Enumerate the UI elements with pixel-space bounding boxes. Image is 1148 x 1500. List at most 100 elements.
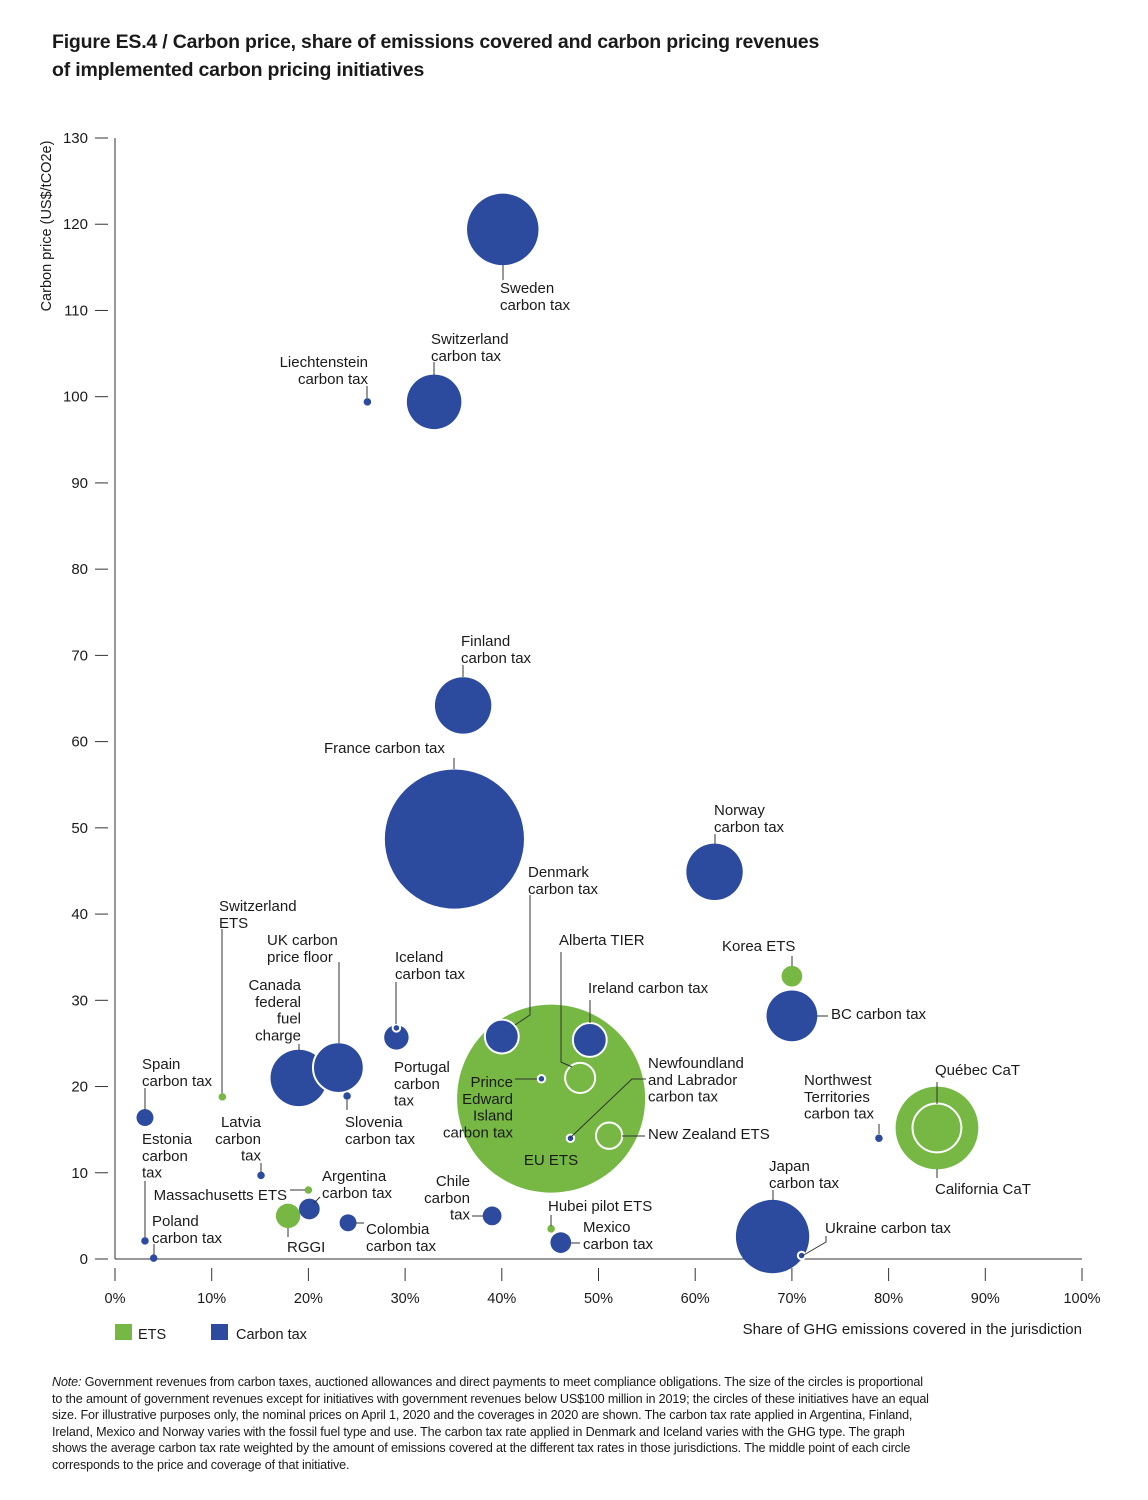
x-axis-title: Share of GHG emissions covered in the ju… — [743, 1321, 1082, 1338]
label-line: carbon tax — [431, 348, 502, 365]
label-line: carbon — [142, 1148, 188, 1165]
label-line: Sweden — [500, 280, 554, 297]
label-line: Portugal — [394, 1059, 450, 1076]
label-line: carbon tax — [583, 1236, 654, 1253]
label-line: Newfoundland — [648, 1055, 744, 1072]
label-line: carbon tax — [366, 1238, 437, 1255]
bubble-rggi — [275, 1203, 301, 1229]
bubble-poland-carbon-tax — [149, 1254, 158, 1262]
y-tick-label: 70 — [71, 647, 88, 664]
x-tick-label: 100% — [1063, 1291, 1100, 1307]
label-sweden-carbon-tax: Sweden carbon tax — [500, 280, 571, 314]
label-hubei-pilot-ets: Hubei pilot ETS — [548, 1198, 652, 1215]
label-chile-carbon-tax: Chile carbon tax — [424, 1173, 470, 1224]
bubble-bc-carbon-tax — [766, 990, 818, 1042]
bubble-france-carbon-tax — [384, 769, 524, 909]
bubble-switzerland-ets — [218, 1093, 227, 1101]
label-line: carbon tax — [804, 1106, 875, 1123]
note-line: corresponds to the price and coverage of… — [52, 1457, 350, 1472]
label-new-zealand-ets: New Zealand ETS — [648, 1126, 770, 1143]
y-tick-label: 40 — [71, 906, 88, 923]
bubble-estonia-carbon-tax — [141, 1237, 149, 1245]
x-tick-label: 80% — [874, 1291, 903, 1307]
label-line: Island — [473, 1108, 513, 1125]
label-line: Liechtenstein — [280, 354, 368, 371]
y-tick-label: 90 — [71, 475, 88, 492]
label-line: Mexico — [583, 1219, 631, 1236]
label-eu-ets: EU ETS — [524, 1152, 578, 1169]
note-label: Note: — [52, 1375, 82, 1389]
label-line: price floor — [267, 949, 333, 966]
label-northwest-territories-carbon-tax: Northwest Territories carbon tax — [804, 1072, 875, 1123]
y-tick-label: 50 — [71, 820, 88, 837]
label-line: Spain — [142, 1056, 180, 1073]
leader-line-alberta-tier — [560, 952, 573, 1068]
legend-label: ETS — [138, 1327, 166, 1343]
label-bc-carbon-tax: BC carbon tax — [831, 1006, 927, 1023]
label-line: carbon — [424, 1190, 470, 1207]
label-line: ETS — [219, 915, 248, 932]
bubble-norway-carbon-tax — [686, 843, 743, 901]
label-ireland-carbon-tax: Ireland carbon tax — [588, 980, 709, 997]
label-finland-carbon-tax: Finland carbon tax — [461, 633, 532, 667]
label-line: Prince — [470, 1074, 513, 1091]
bubble-uk-carbon-price-floor — [311, 1041, 365, 1094]
label-line: Latvia — [221, 1114, 262, 1131]
label-line: Colombia — [366, 1221, 430, 1238]
y-tick-label: 120 — [63, 216, 88, 233]
x-tick-label: 50% — [584, 1291, 613, 1307]
label-california-cat: California CaT — [935, 1181, 1031, 1198]
label-line: Québec CaT — [935, 1062, 1020, 1079]
label-estonia-carbon-tax: Estonia carbon tax — [142, 1131, 193, 1182]
label-line: Estonia — [142, 1131, 193, 1148]
label-line: carbon tax — [528, 881, 599, 898]
label-massachusetts-ets: Massachusetts ETS — [154, 1187, 287, 1204]
label-line: carbon tax — [443, 1124, 514, 1141]
label-line: charge — [255, 1027, 301, 1044]
x-tick-label: 70% — [777, 1291, 806, 1307]
label-line: Ireland carbon tax — [588, 980, 709, 997]
y-tick-label: 10 — [71, 1165, 88, 1182]
label-line: fuel — [277, 1011, 301, 1028]
x-tick-label: 30% — [391, 1291, 420, 1307]
label-rggi: RGGI — [287, 1239, 325, 1256]
y-tick-label: 20 — [71, 1079, 88, 1096]
label-line: carbon tax — [345, 1131, 416, 1148]
bubble-new-zealand-ets — [594, 1121, 624, 1150]
label-prince-edward-island-carbon-tax: Prince Edward Island carbon tax — [443, 1074, 514, 1141]
label-line: Japan — [769, 1158, 810, 1175]
label-line: Argentina — [322, 1168, 387, 1185]
label-line: Massachusetts ETS — [154, 1187, 287, 1204]
label-japan-carbon-tax: Japan carbon tax — [769, 1158, 840, 1192]
label-line: Ukraine carbon tax — [825, 1220, 951, 1237]
figure-title: Figure ES.4 / Carbon price, share of emi… — [52, 28, 819, 84]
label-line: UK carbon — [267, 932, 338, 949]
label-line: carbon tax — [714, 819, 785, 836]
y-tick-label: 30 — [71, 992, 88, 1009]
label-line: EU ETS — [524, 1152, 578, 1169]
bubble-prince-edward-island-carbon-tax — [536, 1074, 547, 1084]
leader-line-denmark-carbon-tax — [514, 895, 531, 1026]
bubble-argentina-carbon-tax — [299, 1198, 320, 1220]
x-tick-label: 40% — [487, 1291, 516, 1307]
label-line: Edward — [462, 1091, 513, 1108]
label-korea-ets: Korea ETS — [722, 938, 795, 955]
label-line: carbon tax — [648, 1089, 719, 1106]
x-tick-label: 60% — [681, 1291, 710, 1307]
figure-title-line-1: Figure ES.4 / Carbon price, share of emi… — [52, 31, 820, 53]
label-line: carbon tax — [142, 1073, 213, 1090]
label-switzerland-carbon-tax: Switzerland carbon tax — [431, 331, 509, 365]
bubble-switzerland-carbon-tax — [406, 374, 462, 430]
legend-label: Carbon tax — [236, 1327, 308, 1343]
label-line: tax — [241, 1148, 262, 1165]
label-line: Norway — [714, 802, 765, 819]
label-line: carbon tax — [322, 1185, 393, 1202]
bubble-chart: 0 10 20 30 40 50 60 70 80 90 100 110 120 130 0% 10% 20% 3… — [39, 130, 1101, 1343]
figure-note: Note: Government revenues from carbon ta… — [52, 1374, 1082, 1474]
label-line: Northwest — [804, 1072, 872, 1089]
label-latvia-carbon-tax: Latvia carbon tax — [215, 1114, 262, 1165]
bubble-mexico-carbon-tax — [550, 1232, 572, 1253]
label-norway-carbon-tax: Norway carbon tax — [714, 802, 785, 836]
bubble-japan-carbon-tax — [735, 1199, 810, 1274]
label-colombia-carbon-tax: Colombia carbon tax — [366, 1221, 437, 1255]
